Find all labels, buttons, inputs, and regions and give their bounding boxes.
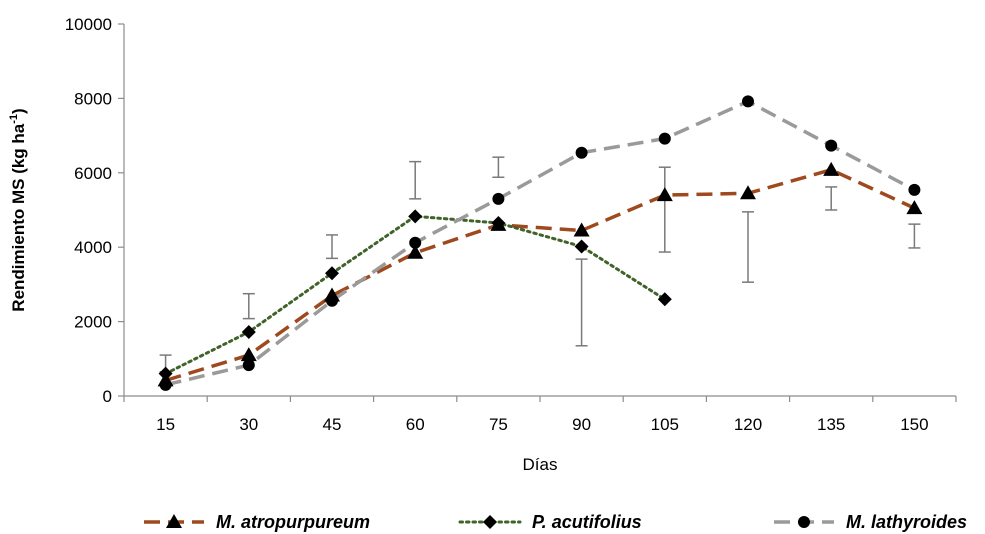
y-axis-title-superscript: -1 [8, 114, 20, 124]
error-bar [492, 156, 505, 179]
y-axis-title-main: Rendimiento MS (kg ha [9, 123, 28, 312]
error-bar [242, 292, 255, 320]
error-bars [159, 156, 921, 373]
x-tick-label: 150 [900, 415, 928, 434]
axes: 0 2000 4000 6000 8000 10000 15 30 45 60 75 90 105 120… [65, 15, 957, 434]
legend-swatch-marker [483, 515, 497, 529]
legend-label: M. atropurpureum [216, 512, 370, 532]
data-point [325, 266, 339, 281]
data-point [574, 239, 589, 254]
error-bar [409, 160, 422, 200]
legend-item: M. lathyroides [774, 512, 967, 532]
y-tick-label: 2000 [74, 313, 112, 332]
data-point [742, 95, 754, 108]
data-point [240, 347, 257, 362]
y-tick-label: 8000 [74, 89, 112, 108]
data-point [491, 216, 506, 231]
x-tick-label: 75 [489, 415, 508, 434]
y-axis-title-close: ) [9, 108, 28, 114]
x-tick-label: 105 [651, 415, 679, 434]
legend-label: M. lathyroides [846, 512, 967, 532]
x-tick-label: 60 [406, 415, 425, 434]
legend-swatch-marker [798, 516, 810, 528]
data-point [657, 292, 672, 307]
data-point [407, 244, 424, 259]
legend-label: P. acutifolius [532, 512, 642, 532]
legend: M. atropurpureum P. acutifolius M. lathyro… [144, 512, 967, 532]
data-point [740, 185, 756, 200]
error-bar [908, 223, 921, 249]
series-lines [164, 99, 916, 387]
y-tick-label: 10000 [65, 15, 112, 34]
error-bar [575, 258, 588, 347]
data-point [158, 366, 173, 381]
data-point [908, 183, 921, 196]
x-tick-label: 45 [323, 415, 342, 434]
x-tick-label: 30 [239, 415, 258, 434]
error-bar [825, 186, 838, 211]
y-tick-label: 4000 [74, 238, 112, 257]
error-bar [658, 166, 671, 253]
y-axis-title: Rendimiento MS (kg ha-1) [8, 108, 28, 311]
x-tick-label: 15 [156, 415, 175, 434]
data-point [573, 222, 590, 237]
data-point [242, 359, 255, 372]
y-tick-label: 0 [103, 387, 112, 406]
data-point [408, 209, 423, 224]
error-bar [326, 234, 338, 260]
x-axis-title: Días [523, 455, 558, 474]
legend-item: M. atropurpureum [144, 512, 370, 532]
series-line [165, 167, 916, 383]
x-tick-label: 135 [817, 415, 845, 434]
series-markers [157, 95, 923, 391]
legend-item: P. acutifolius [458, 512, 642, 532]
axis-labels: Días Rendimiento MS (kg ha-1) [8, 108, 557, 474]
data-point [575, 146, 588, 159]
data-point [658, 132, 671, 145]
data-point [159, 378, 172, 391]
data-point [656, 187, 673, 202]
x-tick-label: 120 [734, 415, 762, 434]
data-point [241, 325, 256, 340]
data-point [409, 236, 422, 249]
error-bar [742, 211, 754, 283]
x-tick-label: 90 [572, 415, 591, 434]
series-line [165, 99, 916, 387]
data-point [825, 139, 838, 152]
data-point [906, 200, 923, 215]
data-point [326, 294, 338, 307]
legend-swatch-marker [166, 514, 182, 528]
y-tick-label: 6000 [74, 164, 112, 183]
data-point [492, 192, 505, 205]
data-point [823, 161, 840, 176]
